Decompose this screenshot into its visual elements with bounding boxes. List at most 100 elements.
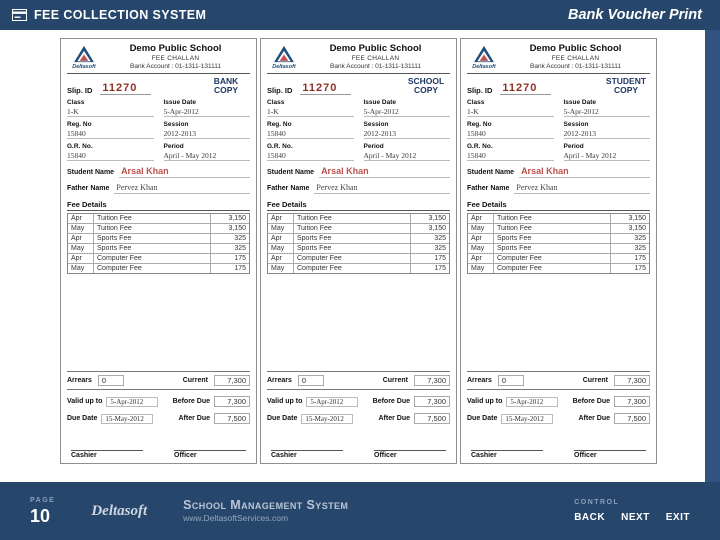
logo-text: Deltasoft xyxy=(72,63,96,70)
fee-month: May xyxy=(268,223,294,233)
fee-month: Apr xyxy=(68,253,94,263)
field-value: 15840 xyxy=(467,128,554,139)
fee-amount: 175 xyxy=(234,264,246,272)
app-title: FEE COLLECTION SYSTEM xyxy=(34,8,207,22)
field-value: 1-K xyxy=(467,106,554,117)
fee-row: May Computer Fee 175 xyxy=(468,262,649,273)
field-label: Reg. No xyxy=(267,120,292,128)
back-button[interactable]: BACK xyxy=(574,512,606,523)
field-value: 15840 xyxy=(267,128,354,139)
field-label: Issue Date xyxy=(163,98,197,106)
fee-item: Sports Fee xyxy=(494,233,611,243)
field-label: Reg. No xyxy=(67,120,92,128)
field-issue-date: Issue Date 5-Apr-2012 xyxy=(163,98,250,117)
father-name-value: Pervez Khan xyxy=(314,183,450,194)
field-session: Session 2012-2013 xyxy=(363,121,450,139)
control-label: CONTROL xyxy=(574,499,620,506)
fee-item: Tuition Fee xyxy=(94,213,211,223)
arrears-label: Arrears xyxy=(267,377,292,384)
title-bar: FEE COLLECTION SYSTEM Bank Voucher Print xyxy=(0,0,720,30)
product-name: School Management System xyxy=(183,497,349,512)
father-name-label: Father Name xyxy=(67,184,110,192)
website-link[interactable]: www.DeltasoftServices.com xyxy=(183,513,289,524)
field-label: Class xyxy=(467,98,485,106)
field-label: Session xyxy=(163,120,189,128)
blank-space xyxy=(67,274,250,371)
due-date-label: Due Date xyxy=(67,415,98,422)
fee-amount: 3,150 xyxy=(428,224,446,232)
product-block: School Management System www.DeltasoftSe… xyxy=(183,498,348,524)
due-row: Due Date 15-May-2012 After Due 7,500 xyxy=(267,413,450,424)
fee-month: May xyxy=(268,243,294,253)
field-session: Session 2012-2013 xyxy=(163,120,250,139)
field-value: 2012-2013 xyxy=(163,128,250,139)
after-due-value: 7,500 xyxy=(614,413,650,424)
field-gr-no: G.R. No. 15840 xyxy=(467,143,554,161)
logo-triangle-icon xyxy=(474,45,494,62)
student-name-value: Arsal Khan xyxy=(319,166,450,178)
valid-up-to-value: 5-Apr-2012 xyxy=(306,396,359,407)
fee-row: May Tuition Fee 3,150 xyxy=(268,222,449,233)
school-block: Demo Public School FEE CHALLAN Bank Acco… xyxy=(101,43,250,71)
before-due-label: Before Due xyxy=(572,398,610,405)
field-label: Period xyxy=(563,142,584,150)
fee-row: May Tuition Fee 3,150 xyxy=(468,222,649,233)
fee-month: May xyxy=(68,263,94,273)
fee-month: Apr xyxy=(468,213,494,223)
fee-month: May xyxy=(268,263,294,273)
fee-item: Tuition Fee xyxy=(494,213,611,223)
father-name-row: Father Name Pervez Khan xyxy=(467,183,650,194)
fee-month: Apr xyxy=(468,233,494,243)
father-name-value: Pervez Khan xyxy=(514,183,650,194)
doc-title: FEE CHALLAN xyxy=(151,54,200,62)
fee-item: Computer Fee xyxy=(94,263,211,273)
fee-row: May Sports Fee 325 xyxy=(68,242,249,253)
fee-amount: 325 xyxy=(634,244,646,252)
field-class: Class 1-K xyxy=(267,99,354,117)
voucher-fields: Class 1-K Issue Date 5-Apr-2012 Reg. No … xyxy=(67,99,250,161)
logo-triangle-icon xyxy=(274,45,294,62)
fee-row: Apr Computer Fee 175 xyxy=(68,252,249,263)
before-due-label: Before Due xyxy=(372,398,410,405)
school-name: Demo Public School xyxy=(129,43,222,54)
valid-up-to-label: Valid up to xyxy=(467,398,503,405)
copy-label: SCHOOL COPY xyxy=(407,76,445,96)
fee-amount: 175 xyxy=(234,254,246,262)
voucher-print-area: Deltasoft Demo Public School FEE CHALLAN… xyxy=(0,30,720,482)
exit-button[interactable]: EXIT xyxy=(665,512,690,523)
fee-row: May Sports Fee 325 xyxy=(268,242,449,253)
field-period: Period April - May 2012 xyxy=(363,143,450,161)
fee-item: Tuition Fee xyxy=(294,213,411,223)
school-block: Demo Public School FEE CHALLAN Bank Acco… xyxy=(501,43,650,71)
student-name-label: Student Name xyxy=(67,168,115,176)
field-class: Class 1-K xyxy=(467,99,554,117)
fee-table-body: Apr Tuition Fee 3,150 May Tuition Fee 3,150 Ap… xyxy=(67,212,250,274)
student-name-row: Student Name Arsal Khan xyxy=(267,166,450,178)
slip-id-value: 11270 xyxy=(500,82,552,95)
due-date-value: 15-May-2012 xyxy=(501,413,554,424)
page-indicator: PAGE 10 xyxy=(30,497,55,525)
fee-month: Apr xyxy=(468,253,494,263)
before-due-value: 7,300 xyxy=(614,396,650,407)
cashier-signature-label: Cashier xyxy=(471,450,543,459)
valid-row: Valid up to 5-Apr-2012 Before Due 7,300 xyxy=(467,396,650,407)
arrears-value: 0 xyxy=(297,375,324,386)
slip-id-value: 11270 xyxy=(100,82,152,95)
after-due-label: After Due xyxy=(178,415,210,422)
field-value: 15840 xyxy=(67,150,154,161)
due-date-label: Due Date xyxy=(467,415,498,422)
logo-text: Deltasoft xyxy=(472,63,496,70)
fee-row: Apr Sports Fee 325 xyxy=(468,232,649,243)
field-gr-no: G.R. No. 15840 xyxy=(67,143,154,161)
student-name-value: Arsal Khan xyxy=(519,166,650,178)
field-value: 15840 xyxy=(267,150,354,161)
fee-month: May xyxy=(68,243,94,253)
father-name-value: Pervez Khan xyxy=(114,183,250,194)
field-value: 1-K xyxy=(267,106,354,117)
valid-up-to-label: Valid up to xyxy=(267,398,303,405)
voucher-header: Deltasoft Demo Public School FEE CHALLAN… xyxy=(467,43,650,75)
slip-row: Slip. ID 11270 SCHOOL COPY xyxy=(267,77,450,95)
next-button[interactable]: NEXT xyxy=(621,512,650,523)
fee-item: Sports Fee xyxy=(94,233,211,243)
student-name-label: Student Name xyxy=(267,168,315,176)
